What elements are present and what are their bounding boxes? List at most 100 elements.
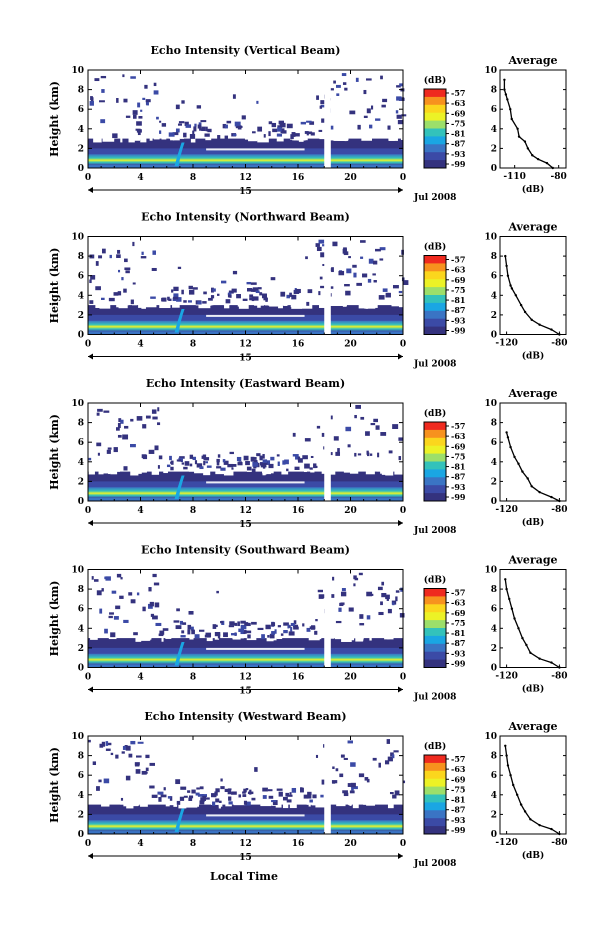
echo-speckle [190,626,194,631]
average-profile-point [558,832,561,836]
average-x-label: (dB) [522,684,544,695]
echo-speckle [185,124,192,128]
echo-layer-strong [88,820,403,832]
echo-edge-gap [163,469,168,474]
echo-speckle [197,301,202,305]
echo-speckle [366,108,371,114]
echo-speckle [99,608,103,614]
average-title: Average [507,221,557,234]
echo-speckle [223,460,229,465]
echo-speckle [116,427,120,431]
echo-speckle [366,615,371,620]
echo-speckle [348,256,351,259]
echo-speckle [288,631,295,636]
echo-speckle [363,89,367,95]
echo-speckle [217,454,221,458]
echo-speckle [205,632,212,638]
echo-speckle [320,100,326,105]
x-tick-label: 20 [344,506,357,516]
colorbar-swatch [424,786,446,795]
y-tick-label: 6 [78,771,84,781]
colorbar-tick-label: -69 [451,108,466,118]
y-tick-label: 6 [78,605,84,615]
echo-speckle [243,788,247,793]
average-profile-point [513,617,516,620]
echo-edge-gap [289,802,297,809]
echo-speckle [232,94,236,99]
echo-speckle [95,261,99,266]
colorbar-frame [423,88,447,169]
rain-streak [174,475,185,500]
echo-speckle [252,461,258,467]
colorbar-tick-label: -63 [451,98,466,108]
average-profile-point [538,823,541,827]
echo-edge-gap [231,636,244,639]
echo-speckle [223,632,228,638]
y-axis-label: Height (km) [48,81,61,157]
average-profile-point [505,587,508,591]
colorbar-tick-label: -57 [451,255,465,265]
echo-speckle [315,243,320,247]
echo-speckle [396,114,402,119]
average-y-tick-label: 8 [491,419,497,429]
average-x-tick-label: -80 [551,172,567,182]
echo-speckle [319,276,323,280]
echo-speckle [145,99,151,103]
data-gap [324,236,331,335]
colorbar-swatch [424,469,446,478]
echo-speckle [123,288,127,293]
echo-speckle [375,248,381,252]
colorbar-tick-label: -75 [451,118,465,128]
panel-title: Echo Intensity (Northward Beam) [141,211,350,224]
x-tick-label: 4 [137,839,143,849]
echo-edge-gap [137,469,142,474]
echo-speckle [149,762,155,766]
echo-speckle [251,468,256,474]
y-tick-label: 6 [78,438,84,448]
average-y-tick-label: 0 [491,331,497,341]
echo-speckle [187,624,192,630]
echo-speckle [130,443,136,448]
echo-speckle [100,75,107,79]
echo-speckle [232,464,237,467]
average-x-tick-label: -110 [503,172,526,182]
average-y-tick-label: 6 [491,605,497,615]
echo-speckle [335,451,341,456]
panel-title: Echo Intensity (Southward Beam) [141,544,350,557]
echo-speckle [153,82,157,87]
echo-speckle [142,97,146,100]
echo-edge-gap [329,636,335,639]
echo-edge-gap [181,802,193,804]
echo-speckle [241,115,246,120]
y-tick-label: 2 [78,144,84,154]
echo-edge-gap [179,136,184,139]
echo-speckle [128,592,133,596]
echo-edge-gap [102,136,115,142]
echo-edge-gap [131,303,138,306]
echo-speckle [295,456,300,460]
echo-speckle [117,291,122,296]
average-y-tick-label: 4 [491,291,497,301]
average-profile-point [558,333,561,336]
echo-speckle [320,104,325,108]
x-axis-label: Local Time [210,870,278,883]
y-tick-label: 6 [78,272,84,282]
x-tick-label: 12 [239,506,252,516]
echo-speckle [269,633,275,639]
echo-speckle [101,89,105,93]
echo-speckle [205,797,210,800]
echo-speckle [350,762,356,767]
rain-streak [174,142,185,167]
echo-speckle [199,786,204,790]
echo-speckle [154,602,160,608]
echo-speckle [90,96,93,101]
colorbar-swatch [424,802,446,811]
colorbar-swatch [424,778,446,788]
y-tick-label: 8 [78,419,84,429]
echo-speckle [137,102,141,108]
average-profile-point [530,485,533,488]
echo-speckle [236,294,241,299]
echo-speckle [377,452,380,458]
echo-speckle [377,586,383,591]
echo-speckle [191,629,195,635]
